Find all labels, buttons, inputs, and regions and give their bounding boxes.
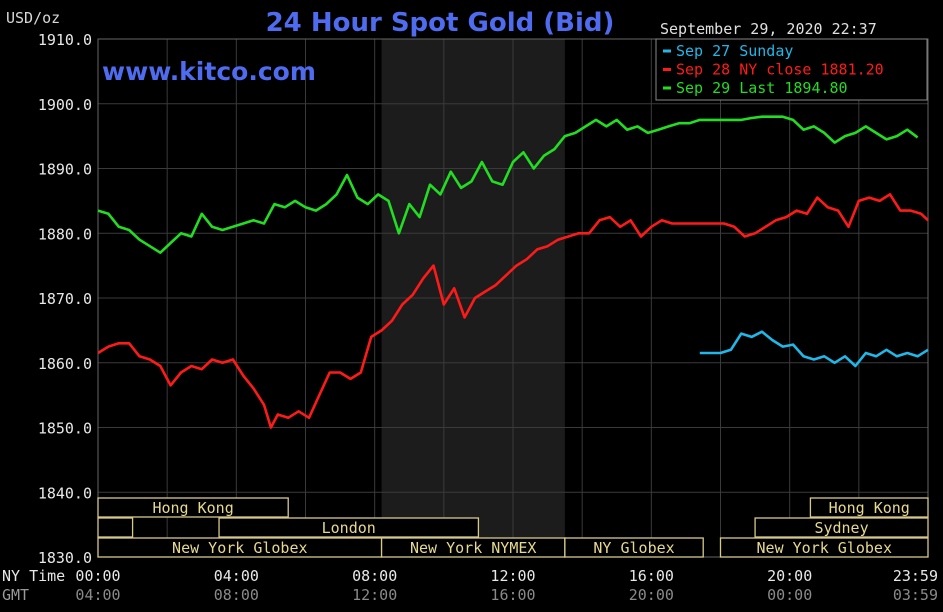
session-bar: [218, 517, 480, 538]
chart-title: 24 Hour Spot Gold (Bid): [266, 8, 615, 38]
session-bar: [97, 497, 289, 518]
y-tick-label: 1850.0: [38, 420, 92, 438]
y-tick-label: 1890.0: [38, 161, 92, 179]
y-tick-label: 1910.0: [38, 31, 92, 49]
session-label: Hong Kong: [829, 499, 910, 517]
watermark-text: www.kitco.com: [102, 57, 316, 86]
session-label: Hong Kong: [152, 499, 233, 517]
axes-layer: 1910.0 1900.0 1890.0 1880.0 1870.0 1860.0 1850…: [38, 31, 938, 604]
x-tick-label-ny: 08:00: [352, 567, 397, 585]
session-bar: [564, 537, 704, 558]
x-tick-label-gmt: 03:59: [893, 586, 938, 604]
ny-time-label: NY Time: [2, 567, 65, 585]
y-tick-label: 1880.0: [38, 225, 92, 243]
x-tick-label-ny: 04:00: [214, 567, 259, 585]
session-bar: [97, 517, 134, 538]
timestamp: September 29, 2020 22:37: [660, 20, 877, 38]
x-tick-label-gmt: 00:00: [767, 586, 812, 604]
legend-entry: Sep 27 Sunday: [676, 42, 793, 60]
series-line: [699, 330, 929, 368]
legend-entry: Sep 29 Last 1894.80: [676, 79, 848, 97]
session-label: NY Globex: [593, 539, 674, 557]
y-tick-label: 1830.0: [38, 549, 92, 567]
y-tick-label: 1870.0: [38, 290, 92, 308]
legend-box: [655, 38, 928, 101]
x-tick-label-gmt: 16:00: [490, 586, 535, 604]
y-tick-label: 1900.0: [38, 96, 92, 114]
session-bar: [809, 497, 929, 518]
series-lines: [97, 115, 929, 429]
x-tick-label-ny: 00:00: [75, 567, 120, 585]
session-label: New York NYMEX: [410, 539, 536, 557]
session-bar: [754, 517, 929, 538]
session-bar: [719, 537, 929, 558]
x-tick-label-ny: 16:00: [629, 567, 674, 585]
gmt-label: GMT: [2, 586, 29, 604]
x-tick-label-ny: 23:59: [893, 567, 938, 585]
y-tick-label: 1860.0: [38, 355, 92, 373]
x-tick-label-gmt: 04:00: [75, 586, 120, 604]
legend-entry: Sep 28 NY close 1881.20: [676, 61, 884, 79]
x-tick-label-gmt: 12:00: [352, 586, 397, 604]
x-tick-label-gmt: 20:00: [629, 586, 674, 604]
session-label: New York Globex: [757, 539, 892, 557]
x-tick-label-ny: 12:00: [490, 567, 535, 585]
session-bars: Hong Kong Hong Kong London Sydney New York G…: [97, 497, 929, 558]
series-line: [97, 115, 919, 254]
x-tick-label-ny: 20:00: [767, 567, 812, 585]
session-label: London: [322, 519, 376, 537]
series-line: [97, 193, 929, 429]
session-label: Sydney: [814, 519, 868, 537]
unit-label: USD/oz: [6, 9, 60, 27]
x-tick-label-gmt: 08:00: [214, 586, 259, 604]
y-tick-label: 1840.0: [38, 484, 92, 502]
session-label: New York Globex: [172, 539, 307, 557]
